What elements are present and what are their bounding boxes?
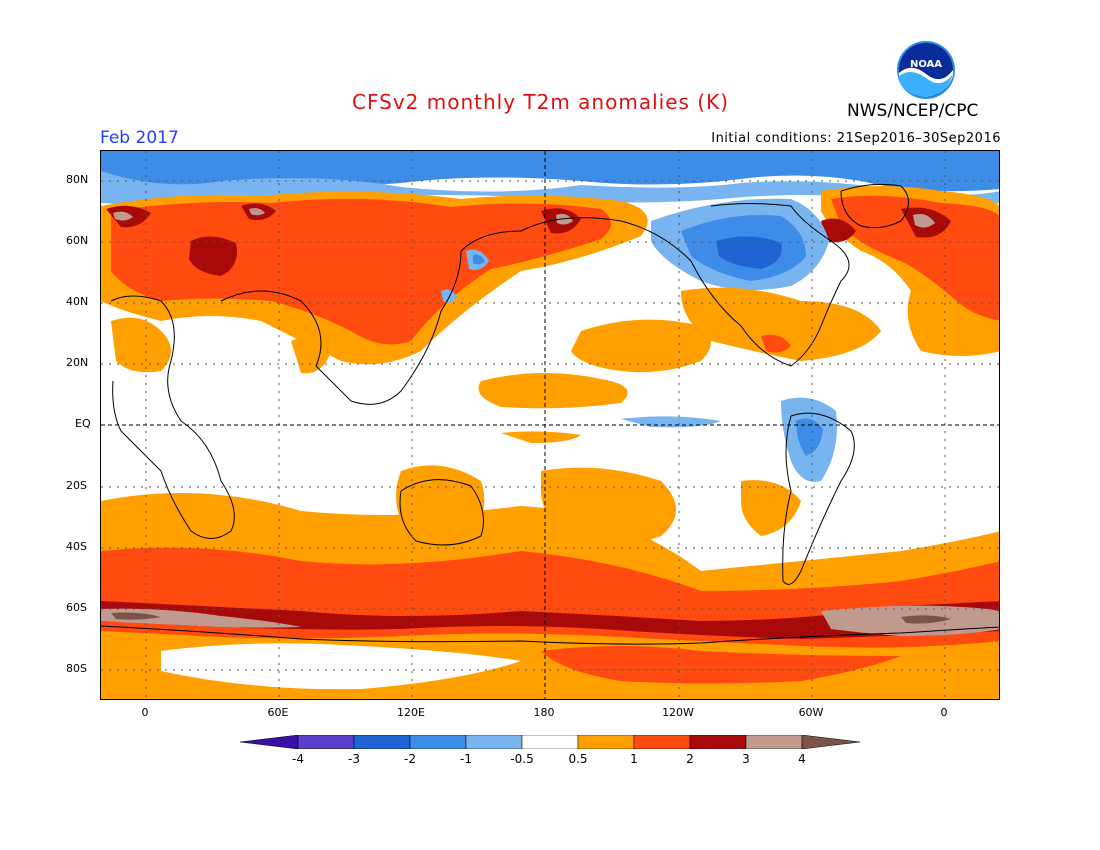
colorbar	[240, 735, 860, 749]
anomaly-map	[100, 150, 1000, 700]
lat-label-20n: 20N	[66, 356, 89, 369]
lat-label-80s: 80S	[66, 662, 87, 675]
colorbar-label-minus3: -3	[348, 752, 360, 766]
colorbar-label-1: 1	[630, 752, 638, 766]
colorbar-arrow-high	[801, 735, 860, 749]
lat-label-40s: 40S	[66, 540, 87, 553]
lat-label-60n: 60N	[66, 234, 89, 247]
coastline-europe-africa	[110, 295, 235, 539]
north-pacific-warm-05-b	[478, 372, 628, 409]
colorbar-arrow-low	[240, 735, 299, 749]
southern-ocean-warm-3	[101, 608, 301, 628]
equatorial-cool-strip	[621, 416, 721, 428]
equator-dateline	[101, 151, 999, 699]
south-america-cool-1	[796, 418, 823, 456]
initial-conditions-label: Initial conditions: 21Sep2016–30Sep2016	[711, 131, 1001, 146]
lat-label-80n: 80N	[66, 173, 89, 186]
scandinavia-warm-3	[249, 208, 265, 216]
greenland-sea-warm-3	[113, 211, 133, 221]
noaa-logo: NOAA	[897, 41, 955, 99]
colorbar-bin-9	[745, 735, 803, 749]
eurasia-warm-1	[111, 198, 611, 345]
coastline-asia	[220, 217, 622, 405]
colorbar-label-05: 0.5	[568, 752, 588, 766]
us-warm-05	[681, 287, 881, 361]
graticule	[101, 151, 999, 699]
equatorial-warm-strip	[501, 431, 581, 443]
colorbar-label-minus4: -4	[292, 752, 304, 766]
lon-label-180: 180	[533, 706, 555, 719]
colorbar-bin-8	[689, 735, 747, 749]
agency-label: NWS/NCEP/CPC	[847, 101, 979, 121]
coastline-south-america	[782, 412, 855, 585]
month-label: Feb 2017	[100, 128, 179, 148]
south-pacific-warm-05-b	[741, 480, 801, 536]
colorbar-bin-7	[633, 735, 691, 749]
coastline-antarctica	[101, 625, 999, 645]
lon-label-120w: 120W	[662, 706, 694, 719]
southern-ocean-warm-4-b	[901, 615, 951, 624]
japan-cool-1	[473, 254, 485, 265]
anomaly-map-svg	[101, 151, 999, 699]
colorbar-label-minus2: -2	[404, 752, 416, 766]
lon-label-120e: 120E	[397, 706, 425, 719]
korea-cool-05	[441, 289, 457, 303]
colorbar-bin-2	[353, 735, 411, 749]
africa-warm-05	[111, 317, 171, 373]
coastline-australia	[399, 479, 484, 546]
lon-label-60w: 60W	[798, 706, 824, 719]
colorbar-label-2: 2	[686, 752, 694, 766]
lat-label-60s: 60S	[66, 601, 87, 614]
colorbar-label-3: 3	[742, 752, 750, 766]
coastline-north-america	[620, 203, 850, 367]
colorbar-bin-4	[465, 735, 523, 749]
colorbar-bin-5	[521, 735, 579, 749]
eurasia-warm-2	[189, 236, 237, 276]
lat-label-eq: EQ	[75, 417, 91, 430]
north-atlantic-warm-3	[913, 214, 935, 228]
map-title: CFSv2 monthly T2m anomalies (K)	[352, 90, 729, 114]
coastline-greenland	[840, 183, 909, 229]
us-warm-1	[761, 334, 791, 353]
southern-ocean-warm-2	[101, 601, 999, 639]
antarctica-neutral	[161, 643, 521, 690]
north-america-cool-2	[716, 236, 782, 269]
labrador-warm-2	[821, 218, 856, 243]
lon-label-0-left: 0	[141, 706, 149, 719]
southern-ocean-warm-4	[111, 612, 161, 620]
north-pacific-warm-05	[571, 319, 711, 373]
antarctica-warm-1	[541, 646, 901, 684]
noaa-logo-text: NOAA	[910, 59, 942, 70]
colorbar-bin-6	[577, 735, 635, 749]
lat-label-20s: 20S	[66, 479, 87, 492]
north-atlantic-warm-1	[831, 195, 999, 321]
siberia-warm-3	[556, 213, 573, 225]
colorbar-label-4: 4	[798, 752, 806, 766]
colorbar-bin-1	[297, 735, 355, 749]
coastlines	[101, 183, 999, 645]
colorbar-bin-3	[409, 735, 467, 749]
colorbar-label-minus05: -0.5	[510, 752, 534, 766]
lat-label-40n: 40N	[66, 295, 89, 308]
lon-label-60e: 60E	[267, 706, 289, 719]
lon-label-0-right: 0	[940, 706, 948, 719]
colorbar-label-minus1: -1	[460, 752, 472, 766]
